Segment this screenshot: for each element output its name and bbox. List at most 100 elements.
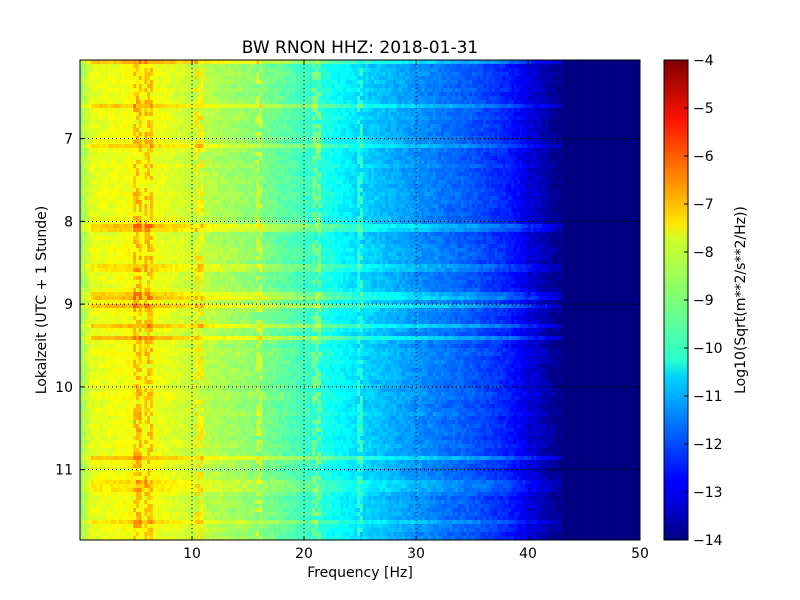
heatmap-cell [91, 64, 95, 69]
heatmap-cell [533, 136, 537, 141]
heatmap-cell [388, 84, 392, 89]
heatmap-cell [138, 92, 142, 97]
heatmap-cell [99, 120, 103, 125]
heatmap-cell [600, 96, 604, 101]
heatmap-cell [376, 92, 380, 97]
heatmap-cell [337, 120, 341, 125]
heatmap-cell [284, 136, 288, 141]
heatmap-cell [550, 64, 554, 69]
heatmap-cell [239, 64, 243, 69]
heatmap-cell [460, 88, 464, 93]
heatmap-cell [194, 92, 198, 97]
heatmap-cell [609, 64, 613, 69]
heatmap-cell [88, 68, 92, 73]
heatmap-cell [110, 116, 114, 121]
heatmap-cell [253, 148, 257, 153]
heatmap-cell [245, 136, 249, 141]
heatmap-cell [480, 100, 484, 105]
heatmap-cell [88, 140, 92, 145]
heatmap-cell [617, 124, 621, 129]
heatmap-cell [155, 112, 159, 117]
heatmap-cell [385, 124, 389, 129]
heatmap-cell [396, 140, 400, 145]
heatmap-cell [267, 120, 271, 125]
heatmap-cell [343, 112, 347, 117]
heatmap-cell [96, 92, 100, 97]
heatmap-cell [136, 136, 140, 141]
heatmap-cell [222, 144, 226, 149]
heatmap-cell [444, 100, 448, 105]
heatmap-cell [514, 108, 518, 113]
heatmap-cell [606, 152, 610, 157]
heatmap-cell [270, 120, 274, 125]
heatmap-cell [222, 84, 226, 89]
heatmap-cell [287, 104, 291, 109]
heatmap-cell [169, 148, 173, 153]
heatmap-cell [248, 60, 252, 65]
heatmap-cell [309, 68, 313, 73]
heatmap-cell [508, 132, 512, 137]
heatmap-cell [80, 92, 84, 97]
heatmap-cell [547, 84, 551, 89]
heatmap-cell [136, 140, 140, 145]
heatmap-cell [572, 124, 576, 129]
heatmap-cell [637, 116, 640, 121]
heatmap-cell [222, 140, 226, 145]
heatmap-cell [628, 100, 632, 105]
heatmap-cell [500, 148, 504, 153]
heatmap-cell [522, 128, 526, 133]
heatmap-cell [318, 148, 322, 153]
heatmap-cell [418, 116, 422, 121]
heatmap-cell [211, 144, 215, 149]
heatmap-cell [388, 60, 392, 65]
heatmap-cell [295, 80, 299, 85]
heatmap-cell [248, 84, 252, 89]
heatmap-cell [628, 116, 632, 121]
heatmap-cell [124, 88, 128, 93]
heatmap-cell [108, 76, 112, 81]
heatmap-cell [264, 156, 268, 161]
heatmap-cell [488, 72, 492, 77]
heatmap-cell [189, 128, 193, 133]
heatmap-cell [354, 136, 358, 141]
heatmap-cell [323, 88, 327, 93]
heatmap-cell [600, 120, 604, 125]
heatmap-cell [474, 108, 478, 113]
heatmap-cell [262, 120, 266, 125]
heatmap-cell [553, 144, 557, 149]
heatmap-cell [312, 136, 316, 141]
heatmap-cell [309, 60, 313, 65]
heatmap-cell [514, 136, 518, 141]
heatmap-cell [96, 100, 100, 105]
heatmap-cell [438, 112, 442, 117]
heatmap-cell [231, 132, 235, 137]
heatmap-cell [413, 156, 417, 161]
heatmap-cell [466, 136, 470, 141]
heatmap-cell [623, 64, 627, 69]
heatmap-cell [600, 152, 604, 157]
heatmap-cell [502, 132, 506, 137]
heatmap-cell [567, 60, 571, 65]
heatmap-cell [144, 132, 148, 137]
heatmap-cell [410, 140, 414, 145]
heatmap-cell [169, 152, 173, 157]
heatmap-cell [220, 84, 224, 89]
heatmap-cell [116, 124, 120, 129]
heatmap-cell [430, 116, 434, 121]
heatmap-cell [463, 148, 467, 153]
heatmap-cell [178, 96, 182, 101]
heatmap-cell [192, 116, 196, 121]
heatmap-cell [346, 60, 350, 65]
heatmap-cell [276, 60, 280, 65]
heatmap-cell [455, 140, 459, 145]
heatmap-cell [351, 116, 355, 121]
heatmap-cell [626, 88, 630, 93]
heatmap-cell [309, 124, 313, 129]
heatmap-cell [220, 108, 224, 113]
heatmap-cell [575, 80, 579, 85]
heatmap-cell [94, 100, 98, 105]
heatmap-cell [614, 108, 618, 113]
heatmap-cell [578, 132, 582, 137]
heatmap-cell [211, 96, 215, 101]
heatmap-cell [460, 96, 464, 101]
